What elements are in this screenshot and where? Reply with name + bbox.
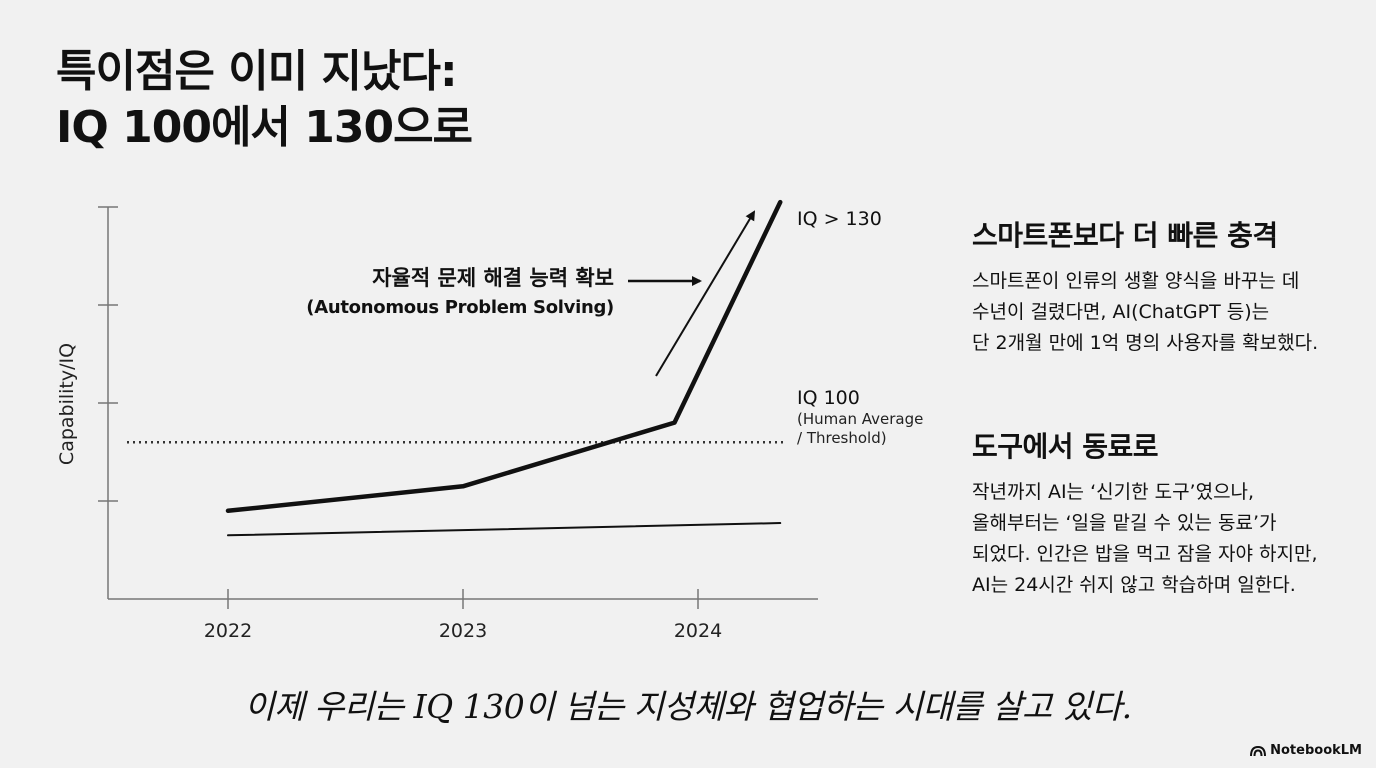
section2-body: 작년까지 AI는 ‘신기한 도구’였으나, 올해부터는 ‘일을 맡길 수 있는 … (972, 477, 1352, 601)
section1-heading: 스마트폰보다 더 빠른 충격 (972, 219, 1278, 252)
label-threshold: / Threshold) (797, 429, 887, 447)
section-faster-shock: 스마트폰보다 더 빠른 충격 스마트폰이 인류의 생활 양식을 바꾸는 데 수년… (972, 214, 1352, 359)
chart-labels: IQ > 130 IQ 100(Human Average/ Threshold) (797, 208, 923, 447)
label-human-average: (Human Average (797, 410, 923, 428)
section-tool-to-colleague: 도구에서 동료로 작년까지 AI는 ‘신기한 도구’였으나, 올해부터는 ‘일을… (972, 425, 1352, 601)
section1-line: 단 2개월 만에 1억 명의 사용자를 확보했다. (972, 332, 1319, 354)
x-tick-label: 2022 (204, 620, 252, 642)
section2-line: 되었다. 인간은 밥을 먹고 잠을 자야 하지만, (972, 543, 1318, 565)
chart-series (225, 199, 783, 537)
section1-line: 스마트폰이 인류의 생활 양식을 바꾸는 데 (972, 270, 1300, 292)
ai-capability-line (225, 199, 783, 514)
annotation-label-english: (Autonomous Problem Solving) (306, 297, 614, 318)
closing-statement: 이제 우리는 IQ 130이 넘는 지성체와 협업하는 시대를 살고 있다. (244, 687, 1132, 726)
x-tick-label: 2024 (674, 620, 722, 642)
section1-line: 수년이 걸렸다면, AI(ChatGPT 등)는 (972, 301, 1270, 323)
baseline-line (227, 522, 782, 537)
chart-ticks: 2022 2023 2024 Capability/IQ (56, 206, 722, 642)
notebooklm-logo-icon (1250, 745, 1267, 756)
title-line-1: 특이점은 이미 지났다: (56, 46, 458, 97)
label-iq-100: IQ 100 (797, 387, 860, 409)
capability-chart: 2022 2023 2024 Capability/IQ IQ > 130 IQ 100… (56, 199, 923, 642)
section2-line: 올해부터는 ‘일을 맡길 수 있는 동료’가 (972, 512, 1277, 534)
section2-line: AI는 24시간 쉬지 않고 학습하며 일한다. (972, 574, 1296, 596)
title-line-2: IQ 100에서 130으로 (56, 102, 473, 153)
brand-name: NotebookLM (1270, 743, 1362, 758)
section2-heading: 도구에서 동료로 (972, 430, 1159, 463)
section2-line: 작년까지 AI는 ‘신기한 도구’였으나, (972, 481, 1255, 503)
trend-arrow (655, 210, 756, 377)
x-tick-label: 2023 (439, 620, 487, 642)
y-axis-label: Capability/IQ (56, 343, 78, 465)
section1-body: 스마트폰이 인류의 생활 양식을 바꾸는 데 수년이 걸렸다면, AI(Chat… (972, 266, 1352, 359)
brand-watermark: NotebookLM (1250, 743, 1362, 758)
slide-title: 특이점은 이미 지났다: IQ 100에서 130으로 (56, 44, 473, 156)
annotation-label-korean: 자율적 문제 해결 능력 확보 (372, 266, 614, 290)
label-iq-130: IQ > 130 (797, 208, 882, 230)
chart-annotation: 자율적 문제 해결 능력 확보 (Autonomous Problem Solvi… (306, 210, 756, 377)
